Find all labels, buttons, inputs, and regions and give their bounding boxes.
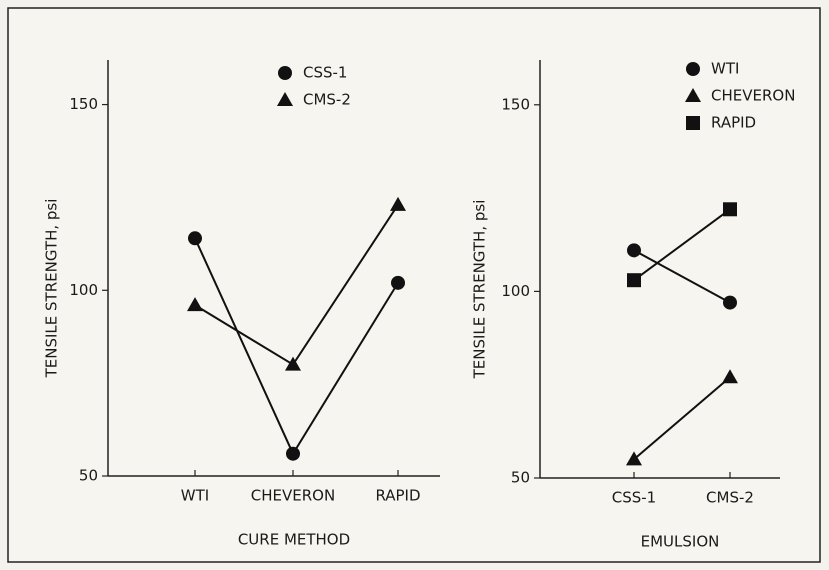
marker	[391, 275, 405, 290]
y-axis-label: TENSILE STRENGTH, psi	[471, 200, 489, 380]
legend-marker	[685, 88, 701, 102]
x-tick-label: CSS-1	[612, 489, 656, 507]
series-line	[633, 249, 731, 304]
frame	[7, 7, 821, 563]
series-line	[633, 376, 731, 461]
marker	[188, 231, 202, 246]
marker	[285, 356, 301, 371]
marker	[723, 202, 737, 217]
marker	[723, 295, 737, 310]
legend-label: CSS-1	[303, 64, 347, 82]
legend-label: WTI	[711, 60, 739, 78]
legend-marker	[686, 62, 700, 76]
series-line	[633, 208, 731, 282]
x-tick-label: CMS-2	[706, 489, 754, 507]
x-tick-label: WTI	[181, 487, 209, 505]
y-axis-label: TENSILE STRENGTH, psi	[43, 199, 61, 379]
marker	[626, 451, 642, 466]
legend-label: CMS-2	[303, 91, 351, 109]
y-tick-label: 150	[69, 95, 98, 113]
x-tick-label: RAPID	[375, 487, 420, 505]
marker	[627, 243, 641, 258]
legend-marker	[277, 92, 293, 106]
marker	[187, 297, 203, 312]
legend-marker	[686, 116, 700, 130]
y-tick-label: 50	[79, 467, 98, 485]
marker	[722, 369, 738, 384]
marker	[390, 196, 406, 211]
y-tick-label: 150	[501, 95, 530, 113]
y-tick-label: 100	[501, 282, 530, 300]
legend-label: CHEVERON	[711, 87, 795, 105]
marker	[627, 273, 641, 288]
x-axis-label: EMULSION	[641, 533, 720, 551]
x-tick-label: CHEVERON	[251, 487, 335, 505]
marker	[286, 446, 300, 461]
legend-marker	[278, 66, 292, 80]
x-axis-label: CURE METHOD	[238, 531, 350, 549]
y-tick-label: 100	[69, 281, 98, 299]
legend-label: RAPID	[711, 114, 756, 132]
y-tick-label: 50	[511, 469, 530, 487]
